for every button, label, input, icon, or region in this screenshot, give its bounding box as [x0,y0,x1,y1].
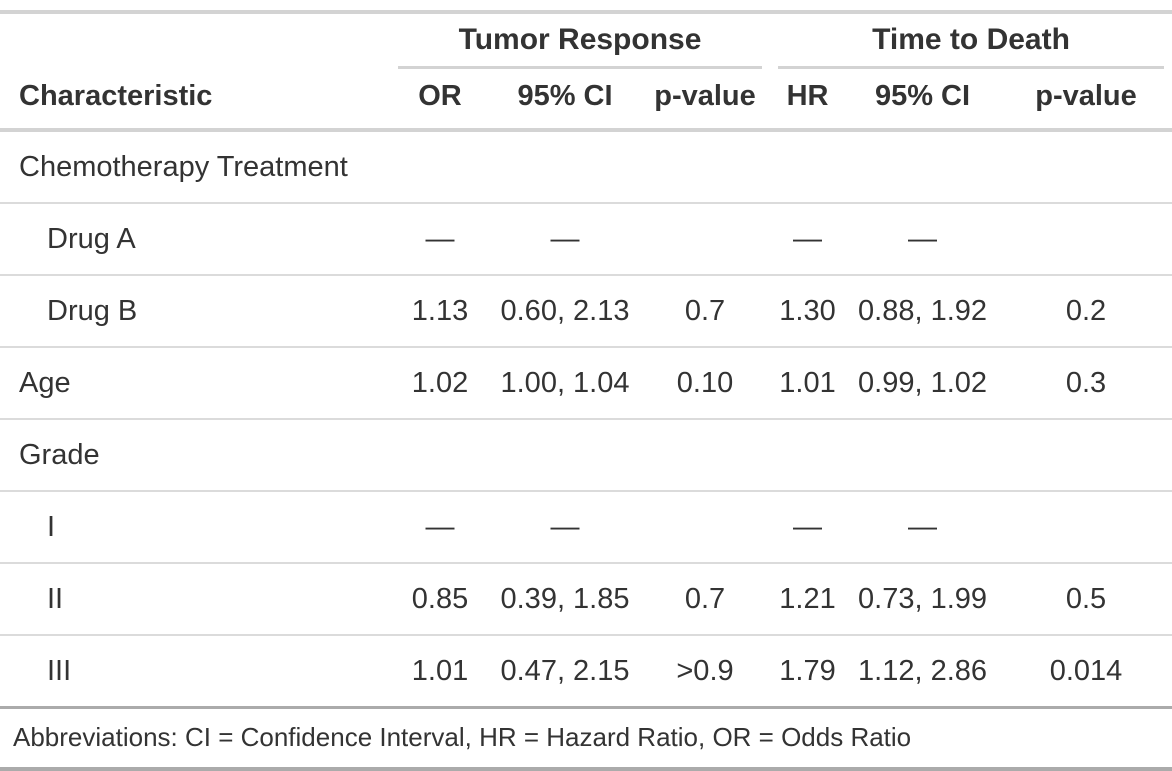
cell-value: — [845,203,1001,276]
cell-value [640,491,771,564]
cell-value: >0.9 [640,635,771,709]
row-label: Drug B [0,275,390,348]
cell-value: 1.01 [390,635,490,709]
column-header-ci-death: 95% CI [845,69,1001,132]
table-row: Drug A — — — — [0,203,1172,276]
row-label: Chemotherapy Treatment [0,130,390,204]
cell-value [640,419,771,492]
row-label: I [0,491,390,564]
row-label: II [0,563,390,636]
cell-value: 1.21 [770,563,846,636]
table-row: Grade [0,419,1172,492]
spanner-label-tumor-response: Tumor Response [398,23,763,69]
cell-value [490,130,640,204]
cell-value [390,130,490,204]
cell-value: 1.02 [390,347,490,420]
cell-value: 0.7 [640,563,771,636]
cell-value: 0.85 [390,563,490,636]
column-header-pvalue-tumor: p-value [640,69,771,132]
column-header-ci-tumor: 95% CI [490,69,640,132]
cell-value [1000,491,1172,564]
table-row: Drug B 1.13 0.60, 2.13 0.7 1.30 0.88, 1.92 0.2 [0,275,1172,348]
spanner-tumor-response: Tumor Response [390,12,770,69]
table-footer: Abbreviations: CI = Confidence Interval,… [0,708,1172,770]
cell-value [640,203,771,276]
spanner-row: Tumor Response Time to Death [0,12,1172,69]
row-label: Grade [0,419,390,492]
cell-value: — [770,203,846,276]
cell-value [1000,130,1172,204]
spanner-label-time-to-death: Time to Death [778,23,1165,69]
cell-value [640,130,771,204]
cell-value: 0.88, 1.92 [845,275,1001,348]
cell-value: 1.12, 2.86 [845,635,1001,709]
cell-value: 0.10 [640,347,771,420]
column-header-or: OR [390,69,490,132]
cell-value: — [390,203,490,276]
cell-value: — [490,203,640,276]
cell-value [390,419,490,492]
table-body: Chemotherapy Treatment Drug A — — — — Drug B 1.… [0,130,1172,709]
column-header-pvalue-death: p-value [1000,69,1172,132]
cell-value [490,419,640,492]
footer-row: Abbreviations: CI = Confidence Interval,… [0,708,1172,770]
cell-value: 0.014 [1000,635,1172,709]
table-row: Chemotherapy Treatment [0,130,1172,204]
table-header: Tumor Response Time to Death Characteris… [0,12,1172,132]
table-row: I — — — — [0,491,1172,564]
cell-value: — [770,491,846,564]
cell-value [1000,419,1172,492]
cell-value: 0.99, 1.02 [845,347,1001,420]
spanner-time-to-death: Time to Death [770,12,1172,69]
column-header-hr: HR [770,69,846,132]
cell-value: 1.13 [390,275,490,348]
cell-value: — [490,491,640,564]
cell-value: — [845,491,1001,564]
regression-summary-table: Tumor Response Time to Death Characteris… [0,10,1172,771]
cell-value: 0.39, 1.85 [490,563,640,636]
cell-value: 0.60, 2.13 [490,275,640,348]
table-row: Age 1.02 1.00, 1.04 0.10 1.01 0.99, 1.02 0.3 [0,347,1172,420]
cell-value [1000,203,1172,276]
abbreviations-note: Abbreviations: CI = Confidence Interval,… [13,722,912,752]
cell-value [770,130,846,204]
cell-value: — [390,491,490,564]
cell-value: 0.3 [1000,347,1172,420]
cell-value [770,419,846,492]
column-header-row: Characteristic OR 95% CI p-value HR 95% … [0,69,1172,132]
row-label: III [0,635,390,709]
table-row: III 1.01 0.47, 2.15 >0.9 1.79 1.12, 2.86 0.014 [0,635,1172,709]
table-row: II 0.85 0.39, 1.85 0.7 1.21 0.73, 1.99 0.5 [0,563,1172,636]
column-header-characteristic: Characteristic [0,69,390,132]
cell-value: 1.00, 1.04 [490,347,640,420]
cell-value: 0.73, 1.99 [845,563,1001,636]
cell-value: 0.7 [640,275,771,348]
row-label: Age [0,347,390,420]
cell-value: 1.30 [770,275,846,348]
summary-table-container: Tumor Response Time to Death Characteris… [0,10,1172,771]
cell-value: 0.47, 2.15 [490,635,640,709]
cell-value [845,419,1001,492]
cell-value: 1.79 [770,635,846,709]
cell-value: 1.01 [770,347,846,420]
row-label: Drug A [0,203,390,276]
cell-value [845,130,1001,204]
spanner-stub-cell [0,12,390,69]
cell-value: 0.2 [1000,275,1172,348]
cell-value: 0.5 [1000,563,1172,636]
